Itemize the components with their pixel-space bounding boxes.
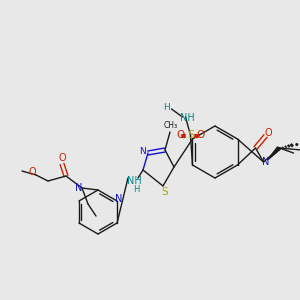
Text: H: H [133,185,139,194]
Text: O: O [176,130,184,140]
Text: N: N [140,146,146,155]
Text: NH: NH [127,176,141,186]
Text: N: N [116,194,123,204]
Text: NH: NH [180,113,195,123]
Text: H: H [163,103,170,112]
Polygon shape [268,147,281,160]
Text: O: O [58,153,66,163]
Text: O: O [265,128,272,138]
Text: S: S [187,130,194,140]
Text: N: N [75,183,83,193]
Text: CH₃: CH₃ [164,121,178,130]
Text: S: S [162,187,168,197]
Text: N: N [262,157,269,167]
Text: ●: ● [295,143,298,147]
Text: O: O [28,167,36,177]
Text: O: O [196,130,205,140]
